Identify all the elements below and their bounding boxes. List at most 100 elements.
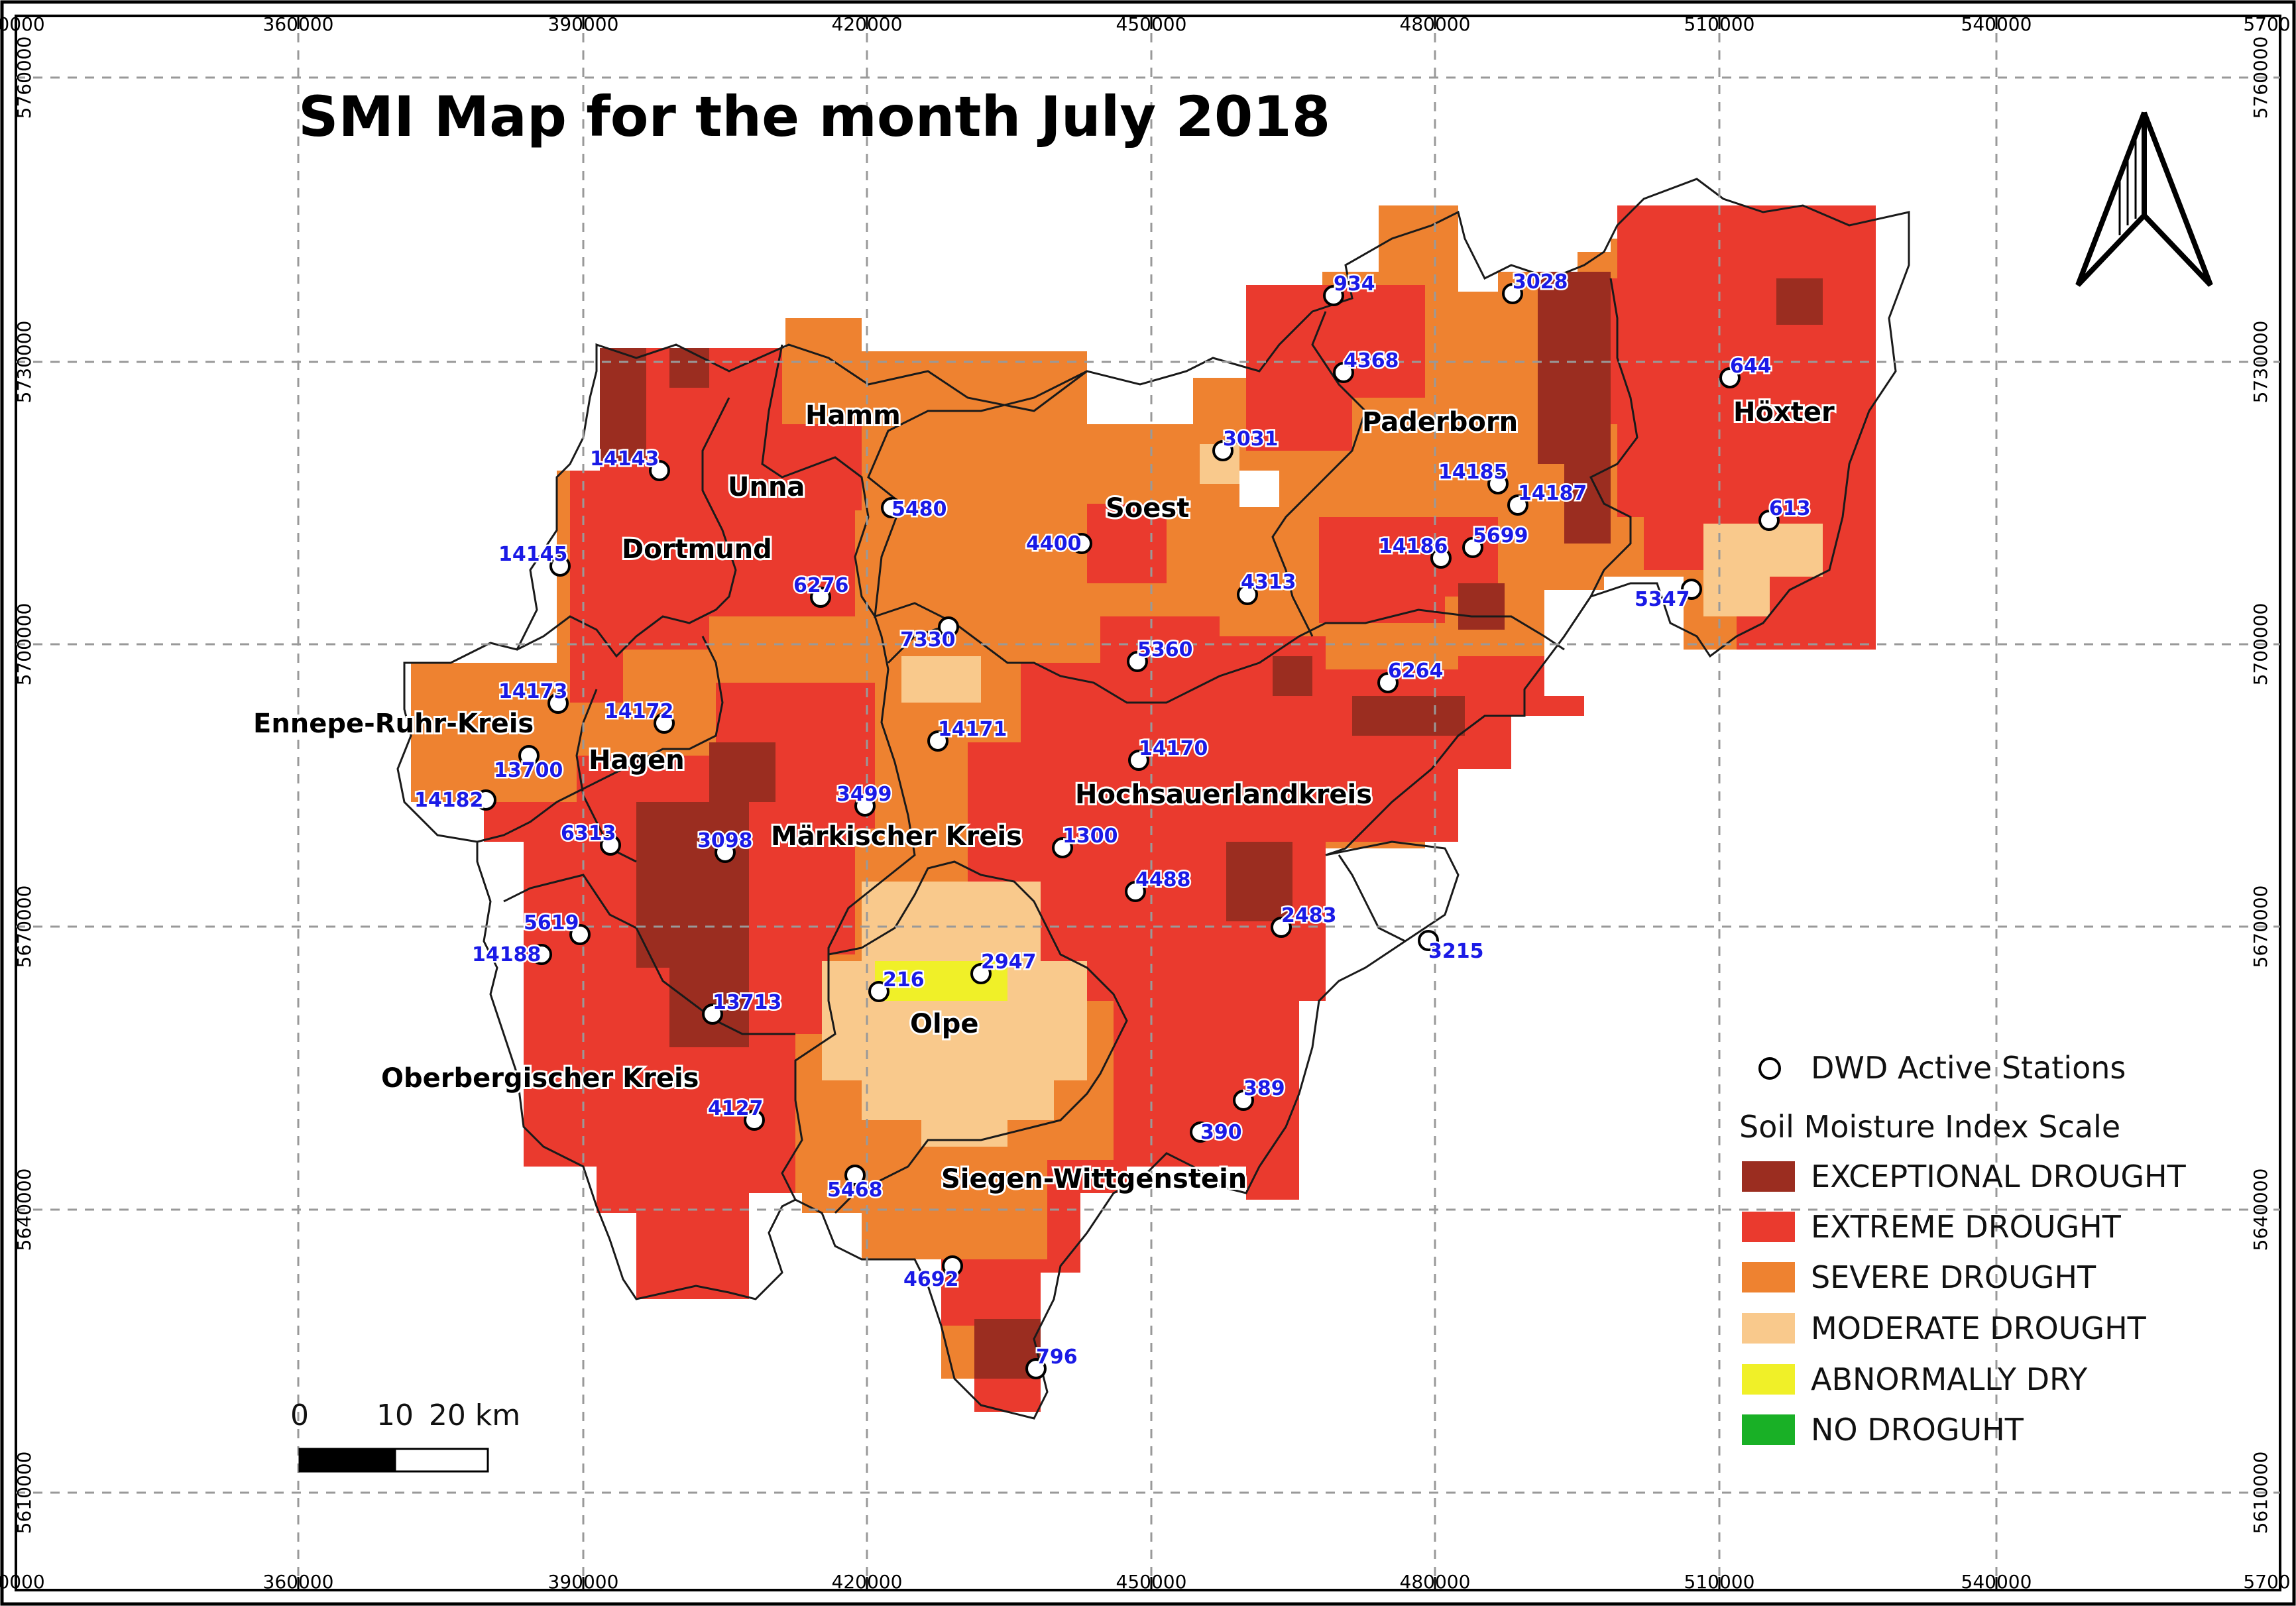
station-label: 4488 — [1135, 868, 1191, 891]
station-marker[interactable] — [547, 693, 569, 714]
station-marker[interactable] — [569, 924, 591, 945]
station-marker[interactable] — [938, 616, 959, 638]
station-marker[interactable] — [1418, 930, 1439, 951]
station-marker[interactable] — [970, 963, 992, 984]
station-marker[interactable] — [744, 1110, 765, 1131]
district-label-oberbergischer: Oberbergischer Kreis — [381, 1063, 699, 1094]
scale-label-0: 0 — [290, 1399, 309, 1432]
district-label-dortmund: Dortmund — [622, 534, 772, 565]
station-marker[interactable] — [927, 730, 948, 752]
coord-bot-4: 450000 — [1116, 1571, 1187, 1593]
scale-label-20: 20 km — [429, 1399, 520, 1432]
station-marker[interactable] — [1128, 750, 1149, 771]
legend-swatch-4 — [1742, 1364, 1795, 1395]
moderate-patches — [822, 444, 1823, 1147]
north-arrow-hatch — [2118, 139, 2137, 235]
legend-swatch-3 — [1742, 1313, 1795, 1344]
station-label: 14186 — [1379, 535, 1448, 558]
coord-right-5: 5640000 — [2250, 1169, 2271, 1251]
station-marker[interactable] — [649, 460, 670, 481]
station-marker[interactable] — [475, 789, 496, 811]
station-label: 5347 — [1635, 588, 1690, 611]
station-marker[interactable] — [1212, 440, 1234, 461]
station-label: 2483 — [1281, 904, 1337, 927]
coords-left: 5760000 5730000 5700000 5670000 5640000 … — [13, 36, 35, 1534]
station-marker[interactable] — [1719, 367, 1741, 388]
coord-right-2: 5730000 — [2250, 321, 2271, 404]
station-label: 14170 — [1139, 737, 1208, 760]
boundary-inner-2 — [867, 370, 1565, 704]
district-label-soest: Soest — [1106, 493, 1189, 524]
station-marker[interactable] — [1333, 362, 1354, 383]
station-marker[interactable] — [1430, 547, 1452, 569]
coord-left-2: 5730000 — [13, 321, 35, 404]
station-marker[interactable] — [942, 1255, 963, 1277]
mod-siegen — [921, 1087, 1007, 1147]
station-label: 7330 — [900, 628, 956, 652]
station-marker[interactable] — [881, 497, 902, 518]
station-marker[interactable] — [1323, 285, 1344, 306]
station-marker[interactable] — [1125, 881, 1146, 902]
nodata-hole — [1239, 471, 1279, 507]
coord-bot-5: 480000 — [1400, 1571, 1471, 1593]
station-marker[interactable] — [1127, 651, 1148, 672]
station-marker[interactable] — [1487, 473, 1509, 494]
scale-label-10: 10 — [376, 1399, 414, 1432]
coord-top-4: 450000 — [1116, 13, 1187, 35]
boundary-inner-4 — [1589, 278, 1638, 597]
station-marker[interactable] — [1462, 537, 1483, 558]
station-marker[interactable] — [600, 834, 621, 856]
station-label: 934 — [1334, 272, 1375, 296]
station-marker[interactable] — [1190, 1121, 1211, 1143]
legend-station-icon — [1758, 1057, 1781, 1080]
exc-4 — [1352, 696, 1465, 736]
station-label: 4127 — [708, 1097, 764, 1120]
station-marker[interactable] — [549, 555, 571, 577]
station-label: 6264 — [1388, 660, 1444, 683]
station-marker[interactable] — [654, 713, 675, 734]
coord-bot-2: 390000 — [548, 1571, 619, 1593]
station-label: 3031 — [1223, 428, 1279, 451]
station-label: 13700 — [494, 759, 563, 782]
station-marker[interactable] — [854, 795, 876, 817]
scale-bar-black — [298, 1448, 396, 1473]
inner-border — [15, 15, 2281, 1591]
district-label-olpe: Olpe — [910, 1009, 978, 1039]
station-marker[interactable] — [868, 981, 890, 1002]
coord-top-8: 5700 — [2243, 13, 2290, 35]
station-label: 14172 — [604, 700, 673, 723]
station-marker[interactable] — [1502, 283, 1523, 304]
station-marker[interactable] — [715, 842, 736, 863]
coord-top-6: 510000 — [1684, 13, 1755, 35]
station-marker[interactable] — [1377, 672, 1399, 693]
station-label: 5480 — [891, 498, 947, 521]
coordinate-grid — [16, 16, 2280, 1590]
station-marker[interactable] — [531, 944, 552, 965]
legend-label-4: ABNORMALLY DRY — [1811, 1361, 2088, 1397]
coords-bottom: 0000 360000 390000 420000 450000 480000 … — [0, 1571, 2291, 1593]
station-marker[interactable] — [1052, 837, 1073, 858]
legend-swatch-2 — [1742, 1262, 1795, 1292]
station-marker[interactable] — [1237, 584, 1258, 605]
coord-top-5: 480000 — [1400, 13, 1471, 35]
station-marker[interactable] — [1507, 494, 1528, 516]
exc-9 — [1226, 842, 1292, 921]
station-marker[interactable] — [1681, 579, 1702, 600]
scale-bar-white — [394, 1448, 489, 1473]
station-marker[interactable] — [844, 1165, 866, 1186]
station-marker[interactable] — [1071, 533, 1092, 554]
coord-bot-7: 540000 — [1961, 1571, 2032, 1593]
station-marker[interactable] — [810, 587, 831, 608]
legend-swatch-1 — [1742, 1212, 1795, 1242]
legend: DWD Active Stations Soil Moisture Index … — [1739, 1050, 2187, 1448]
station-label: 14145 — [498, 543, 567, 566]
station-marker[interactable] — [1271, 917, 1292, 938]
station-marker[interactable] — [1233, 1090, 1254, 1111]
station-label: 4400 — [1026, 532, 1082, 555]
station-marker[interactable] — [1025, 1358, 1047, 1379]
station-marker[interactable] — [702, 1004, 723, 1025]
station-label: 14171 — [938, 718, 1007, 741]
station-marker[interactable] — [518, 745, 540, 766]
station-marker[interactable] — [1758, 510, 1780, 531]
district-label-hoexter: Höxter — [1733, 397, 1835, 428]
